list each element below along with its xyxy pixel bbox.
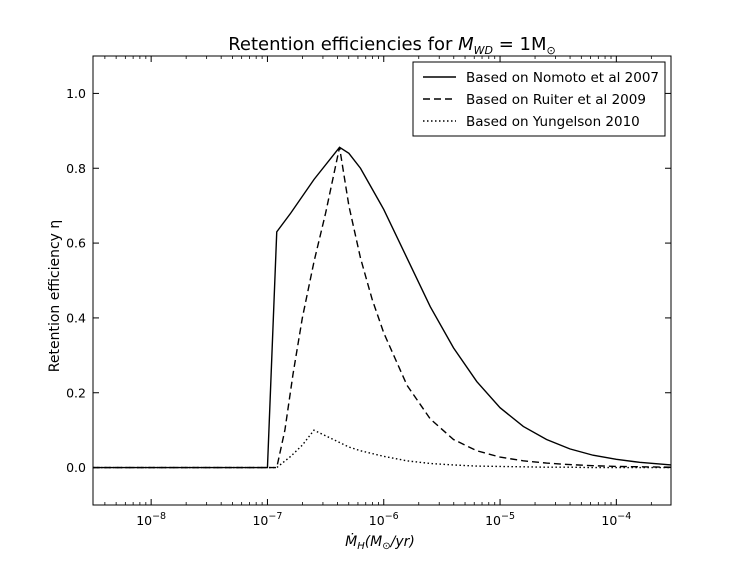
x-label-open: (M bbox=[365, 534, 383, 550]
x-tick-label: 10−4 bbox=[601, 511, 631, 528]
x-axis-label: ṀH(M⊙/yr) bbox=[345, 532, 415, 552]
legend-box bbox=[412, 61, 666, 137]
x-tick-label: 10−6 bbox=[369, 511, 399, 528]
x-label-mdot: Ṁ bbox=[345, 532, 357, 550]
y-tick-label: 0.8 bbox=[66, 161, 86, 176]
y-tick-label: 0.6 bbox=[66, 236, 86, 251]
plot-frame bbox=[92, 55, 672, 506]
series-layer bbox=[93, 146, 672, 469]
ticks-layer: 0.0 0.2 0.4 0.6 0.8 1.0 10−8 10−7 10−6 10−5 10−4 bbox=[66, 56, 671, 528]
y-tick-label: 0.2 bbox=[66, 385, 86, 400]
series-line-2 bbox=[93, 429, 671, 469]
x-label-close: /yr) bbox=[389, 534, 415, 550]
y-tick-label: 1.0 bbox=[66, 86, 86, 101]
series-line-1 bbox=[93, 147, 672, 469]
x-label-sub-h: H bbox=[357, 541, 365, 552]
x-label-sun: ⊙ bbox=[382, 541, 390, 552]
chart-title-math-rest-sub: ⊙ bbox=[547, 44, 556, 57]
y-tick-label: 0.0 bbox=[66, 460, 86, 475]
x-tick-label: 10−7 bbox=[252, 511, 282, 528]
chart-title: Retention efficiencies for MWD = 1M⊙ bbox=[228, 34, 556, 57]
y-tick-label: 0.4 bbox=[66, 310, 86, 325]
legend-label-nomoto: Based on Nomoto et al 2007 bbox=[466, 70, 659, 86]
series-line-0 bbox=[93, 146, 672, 469]
legend-label-ruiter: Based on Ruiter et al 2009 bbox=[466, 92, 646, 108]
chart-title-text: Retention efficiencies for bbox=[228, 34, 458, 55]
y-axis-label: Retention efficiency η bbox=[47, 220, 63, 372]
legend-label-yungelson: Based on Yungelson 2010 bbox=[466, 114, 640, 130]
x-tick-label: 10−8 bbox=[136, 511, 166, 528]
chart-title-math-rest: = 1M bbox=[493, 34, 547, 55]
legend: Based on Nomoto et al 2007 Based on Ruit… bbox=[412, 61, 666, 137]
x-tick-label: 10−5 bbox=[485, 511, 515, 528]
chart-title-math-sub: WD bbox=[474, 44, 493, 57]
chart-title-math: M bbox=[458, 34, 474, 55]
